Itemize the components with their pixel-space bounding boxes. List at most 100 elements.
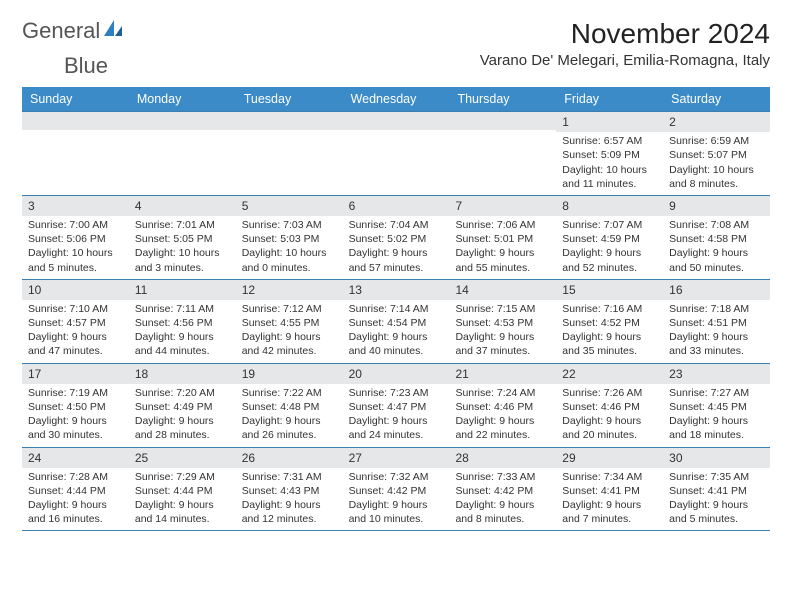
- sunrise-line: Sunrise: 7:08 AM: [669, 218, 764, 232]
- day-cell: 8Sunrise: 7:07 AMSunset: 4:59 PMDaylight…: [556, 196, 663, 279]
- day-number: 25: [129, 448, 236, 468]
- day-number: [236, 112, 343, 130]
- logo-text-general: General: [22, 18, 100, 44]
- daylight-line: Daylight: 9 hours and 52 minutes.: [562, 246, 657, 274]
- sunset-line: Sunset: 4:47 PM: [349, 400, 444, 414]
- daylight-line: Daylight: 9 hours and 57 minutes.: [349, 246, 444, 274]
- day-cell: 7Sunrise: 7:06 AMSunset: 5:01 PMDaylight…: [449, 196, 556, 279]
- sunset-line: Sunset: 4:49 PM: [135, 400, 230, 414]
- day-cell: 10Sunrise: 7:10 AMSunset: 4:57 PMDayligh…: [22, 280, 129, 363]
- day-cell: 22Sunrise: 7:26 AMSunset: 4:46 PMDayligh…: [556, 364, 663, 447]
- sunset-line: Sunset: 5:05 PM: [135, 232, 230, 246]
- sunrise-line: Sunrise: 7:01 AM: [135, 218, 230, 232]
- daylight-line: Daylight: 9 hours and 37 minutes.: [455, 330, 550, 358]
- day-number: 12: [236, 280, 343, 300]
- day-cell: 12Sunrise: 7:12 AMSunset: 4:55 PMDayligh…: [236, 280, 343, 363]
- sunset-line: Sunset: 4:41 PM: [562, 484, 657, 498]
- sunset-line: Sunset: 4:46 PM: [455, 400, 550, 414]
- sunset-line: Sunset: 5:06 PM: [28, 232, 123, 246]
- day-number: 11: [129, 280, 236, 300]
- day-header-row: Sunday Monday Tuesday Wednesday Thursday…: [22, 87, 770, 111]
- sunset-line: Sunset: 4:44 PM: [135, 484, 230, 498]
- calendar-page: General November 2024 Varano De' Melegar…: [0, 0, 792, 541]
- sunset-line: Sunset: 4:52 PM: [562, 316, 657, 330]
- daylight-line: Daylight: 9 hours and 22 minutes.: [455, 414, 550, 442]
- day-number: 13: [343, 280, 450, 300]
- daylight-line: Daylight: 9 hours and 16 minutes.: [28, 498, 123, 526]
- day-cell: 19Sunrise: 7:22 AMSunset: 4:48 PMDayligh…: [236, 364, 343, 447]
- day-number: [22, 112, 129, 130]
- sunrise-line: Sunrise: 7:34 AM: [562, 470, 657, 484]
- daylight-line: Daylight: 10 hours and 5 minutes.: [28, 246, 123, 274]
- sunrise-line: Sunrise: 7:03 AM: [242, 218, 337, 232]
- day-cell: 9Sunrise: 7:08 AMSunset: 4:58 PMDaylight…: [663, 196, 770, 279]
- sunset-line: Sunset: 4:41 PM: [669, 484, 764, 498]
- logo-sail-icon: [102, 18, 124, 44]
- sunset-line: Sunset: 4:45 PM: [669, 400, 764, 414]
- day-number: 7: [449, 196, 556, 216]
- sunrise-line: Sunrise: 7:04 AM: [349, 218, 444, 232]
- day-cell: 14Sunrise: 7:15 AMSunset: 4:53 PMDayligh…: [449, 280, 556, 363]
- sunrise-line: Sunrise: 7:27 AM: [669, 386, 764, 400]
- day-number: 30: [663, 448, 770, 468]
- daylight-line: Daylight: 9 hours and 14 minutes.: [135, 498, 230, 526]
- daylight-line: Daylight: 9 hours and 30 minutes.: [28, 414, 123, 442]
- day-header-tuesday: Tuesday: [236, 87, 343, 111]
- daylight-line: Daylight: 9 hours and 44 minutes.: [135, 330, 230, 358]
- sunset-line: Sunset: 4:50 PM: [28, 400, 123, 414]
- day-cell: 25 Sunrise: 7:29 AMSunset: 4:44 PMDayligh…: [129, 448, 236, 531]
- sunrise-line: Sunrise: 7:23 AM: [349, 386, 444, 400]
- day-header-wednesday: Wednesday: [343, 87, 450, 111]
- sunrise-line: Sunrise: 7:26 AM: [562, 386, 657, 400]
- daylight-line: Daylight: 9 hours and 24 minutes.: [349, 414, 444, 442]
- day-number: 29: [556, 448, 663, 468]
- week-row: 24Sunrise: 7:28 AMSunset: 4:44 PMDayligh…: [22, 448, 770, 532]
- daylight-line: Daylight: 9 hours and 5 minutes.: [669, 498, 764, 526]
- day-number: 22: [556, 364, 663, 384]
- daylight-line: Daylight: 9 hours and 55 minutes.: [455, 246, 550, 274]
- day-cell: [343, 112, 450, 195]
- sunrise-line: Sunrise: 6:59 AM: [669, 134, 764, 148]
- day-cell: 18Sunrise: 7:20 AMSunset: 4:49 PMDayligh…: [129, 364, 236, 447]
- day-number: 21: [449, 364, 556, 384]
- sunset-line: Sunset: 5:02 PM: [349, 232, 444, 246]
- daylight-line: Daylight: 10 hours and 0 minutes.: [242, 246, 337, 274]
- day-cell: [22, 112, 129, 195]
- sunset-line: Sunset: 4:42 PM: [349, 484, 444, 498]
- daylight-line: Daylight: 9 hours and 33 minutes.: [669, 330, 764, 358]
- sunrise-line: Sunrise: 7:11 AM: [135, 302, 230, 316]
- sunrise-line: Sunrise: 7:22 AM: [242, 386, 337, 400]
- daylight-line: Daylight: 9 hours and 50 minutes.: [669, 246, 764, 274]
- day-cell: 17Sunrise: 7:19 AMSunset: 4:50 PMDayligh…: [22, 364, 129, 447]
- daylight-line: Daylight: 10 hours and 3 minutes.: [135, 246, 230, 274]
- daylight-line: Daylight: 9 hours and 20 minutes.: [562, 414, 657, 442]
- sunrise-line: Sunrise: 7:33 AM: [455, 470, 550, 484]
- sunset-line: Sunset: 4:54 PM: [349, 316, 444, 330]
- day-cell: 1Sunrise: 6:57 AMSunset: 5:09 PMDaylight…: [556, 112, 663, 195]
- daylight-line: Daylight: 9 hours and 12 minutes.: [242, 498, 337, 526]
- daylight-line: Daylight: 9 hours and 35 minutes.: [562, 330, 657, 358]
- day-cell: 15Sunrise: 7:16 AMSunset: 4:52 PMDayligh…: [556, 280, 663, 363]
- sunrise-line: Sunrise: 7:06 AM: [455, 218, 550, 232]
- sunrise-line: Sunrise: 7:00 AM: [28, 218, 123, 232]
- daylight-line: Daylight: 10 hours and 8 minutes.: [669, 163, 764, 191]
- sunrise-line: Sunrise: 7:19 AM: [28, 386, 123, 400]
- day-cell: 30 Sunrise: 7:35 AMSunset: 4:41 PMDayligh…: [663, 448, 770, 531]
- sunset-line: Sunset: 5:07 PM: [669, 148, 764, 162]
- sunrise-line: Sunrise: 7:24 AM: [455, 386, 550, 400]
- day-number: 18: [129, 364, 236, 384]
- sunrise-line: Sunrise: 7:29 AM: [135, 470, 230, 484]
- daylight-line: Daylight: 9 hours and 47 minutes.: [28, 330, 123, 358]
- location: Varano De' Melegari, Emilia-Romagna, Ita…: [480, 52, 770, 69]
- sunset-line: Sunset: 4:57 PM: [28, 316, 123, 330]
- day-number: 16: [663, 280, 770, 300]
- day-cell: 24Sunrise: 7:28 AMSunset: 4:44 PMDayligh…: [22, 448, 129, 531]
- day-number: 3: [22, 196, 129, 216]
- daylight-line: Daylight: 9 hours and 8 minutes.: [455, 498, 550, 526]
- day-cell: [449, 112, 556, 195]
- day-number: 9: [663, 196, 770, 216]
- sunset-line: Sunset: 4:53 PM: [455, 316, 550, 330]
- daylight-line: Daylight: 9 hours and 28 minutes.: [135, 414, 230, 442]
- sunrise-line: Sunrise: 7:35 AM: [669, 470, 764, 484]
- day-cell: 21 Sunrise: 7:24 AMSunset: 4:46 PMDayligh…: [449, 364, 556, 447]
